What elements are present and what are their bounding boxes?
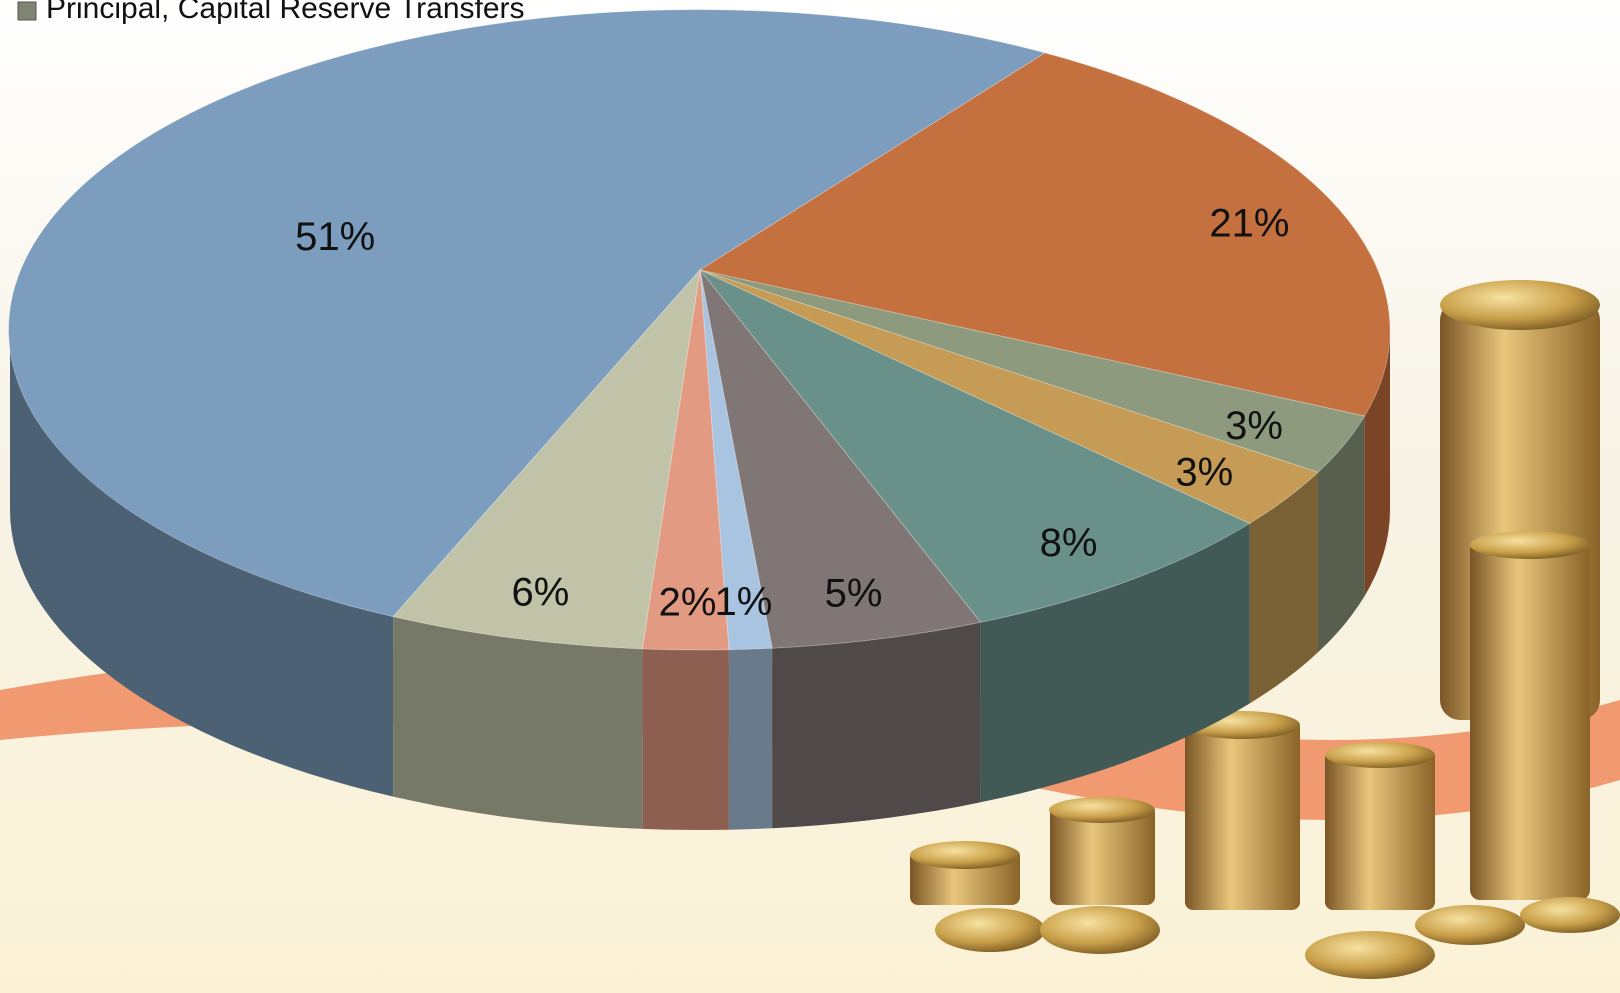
- data-label: 6%: [512, 571, 570, 615]
- data-label: 5%: [825, 571, 883, 615]
- slice-side: [729, 648, 772, 830]
- data-label: 2%: [659, 581, 717, 625]
- data-label: 3%: [1225, 404, 1283, 448]
- chart: 51% 21% 3%3% 8% 5% 1%2% 6% Principal, Capital …: [0, 0, 1620, 993]
- data-label: 21%: [1209, 202, 1289, 246]
- slice-side: [642, 649, 729, 830]
- data-label: 51%: [295, 215, 375, 259]
- legend-marker: [18, 2, 36, 20]
- data-label: 8%: [1040, 521, 1098, 565]
- data-label: 1%: [715, 580, 773, 624]
- pie: 51% 21% 3%3% 8% 5% 1%2% 6%: [9, 10, 1390, 830]
- page: 51% 21% 3%3% 8% 5% 1%2% 6% Principal, Capital …: [0, 0, 1620, 993]
- legend-label: Principal, Capital Reserve Transfers: [46, 0, 525, 25]
- data-label: 3%: [1175, 451, 1233, 495]
- slice-side: [393, 617, 642, 829]
- slice-side: [772, 622, 981, 828]
